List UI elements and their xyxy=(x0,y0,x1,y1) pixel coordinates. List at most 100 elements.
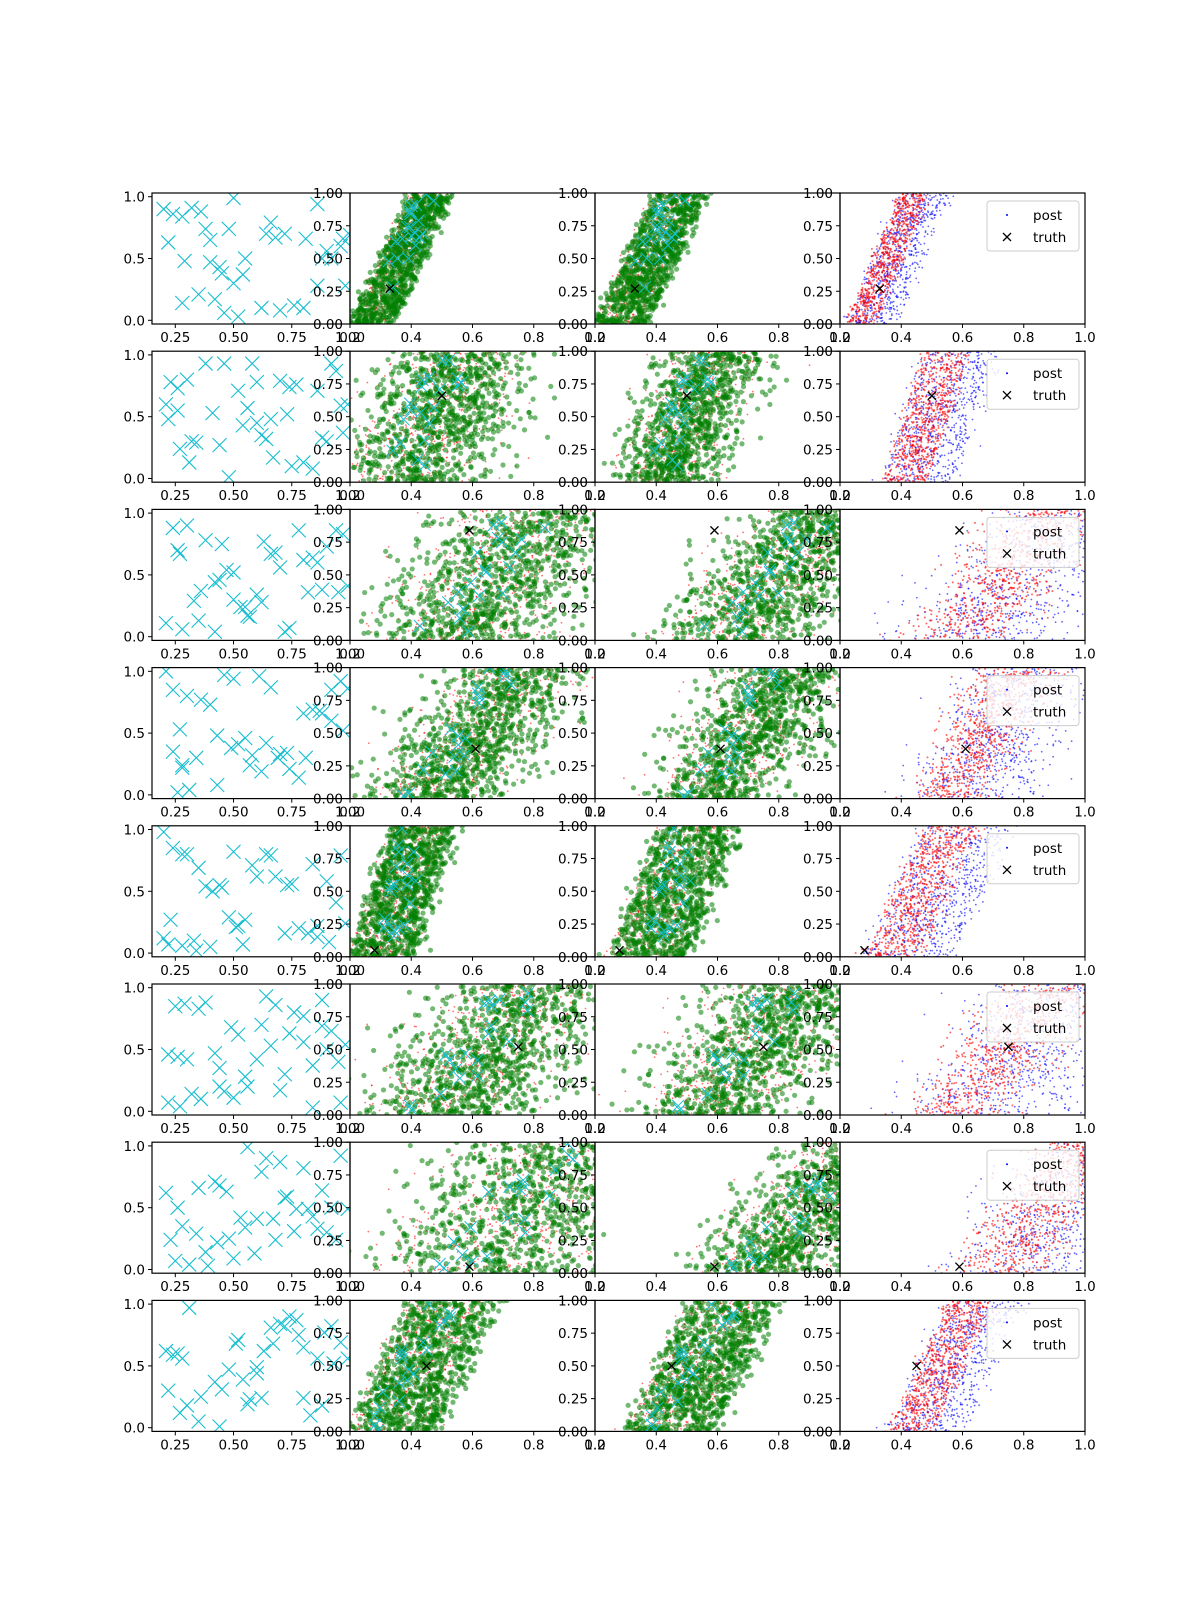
sample-a-point xyxy=(896,206,899,209)
sample-a-point xyxy=(887,262,890,265)
panel-r1-c3: 0.2 0.4 0.6 0.8 1.00.000.250.500.751.00 xyxy=(558,186,851,346)
sample-a-point xyxy=(905,212,908,215)
posterior-point xyxy=(924,202,927,205)
sample-a-point xyxy=(846,316,849,319)
observation-marker xyxy=(296,300,311,316)
sample-a-point xyxy=(871,295,874,298)
sample-a-point xyxy=(899,198,902,201)
sample-b-point xyxy=(685,249,691,255)
posterior-point xyxy=(905,276,908,279)
posterior-point xyxy=(904,257,907,260)
posterior-point xyxy=(935,205,937,208)
sample-a-point xyxy=(864,287,867,290)
posterior-point xyxy=(918,213,921,216)
observation-marker xyxy=(389,235,403,248)
posterior-point xyxy=(906,210,909,213)
sample-b-point xyxy=(420,199,426,205)
observation-marker xyxy=(263,411,279,427)
observation-marker xyxy=(254,300,269,316)
sample-b-point xyxy=(390,269,396,275)
posterior-point xyxy=(910,250,912,252)
x-tick-label: 1.0 xyxy=(584,330,605,346)
sample-b-point xyxy=(636,320,643,324)
sample-b-point xyxy=(395,297,401,304)
posterior-point xyxy=(908,276,911,278)
sample-a-point xyxy=(859,294,862,297)
posterior-point xyxy=(915,248,917,251)
sample-a-point xyxy=(910,195,913,198)
sample-a-point xyxy=(899,251,902,254)
posterior-point xyxy=(905,286,907,288)
posterior-point xyxy=(904,291,907,293)
sample-b-point xyxy=(652,273,658,279)
sample-b-point xyxy=(405,292,411,298)
sample-b-point xyxy=(598,303,604,310)
posterior-point xyxy=(889,301,892,303)
posterior-point xyxy=(908,296,910,299)
sample-a-point xyxy=(877,278,880,281)
sample-b-point xyxy=(381,276,388,282)
posterior-point xyxy=(934,214,937,216)
posterior-point xyxy=(939,209,941,212)
posterior-point xyxy=(888,280,891,282)
sample-b-point xyxy=(398,284,404,290)
posterior-point xyxy=(850,315,853,318)
sample-b-point xyxy=(695,193,702,198)
sample-a-point xyxy=(892,229,895,232)
sample-b-point xyxy=(646,315,652,321)
posterior-point xyxy=(900,269,903,272)
sample-a-point xyxy=(882,246,885,249)
sample-b-point xyxy=(640,255,646,261)
sample-a-point xyxy=(870,247,873,250)
posterior-point xyxy=(869,262,872,265)
sample-a-point xyxy=(616,273,619,276)
plot-area xyxy=(156,193,350,324)
sample-b-point xyxy=(628,321,634,324)
sample-b-point xyxy=(642,289,648,295)
y-tick-label: 1.00 xyxy=(313,186,343,202)
posterior-point xyxy=(903,287,906,289)
sample-b-point xyxy=(670,275,676,281)
sample-b-point xyxy=(389,274,395,280)
sample-a-point xyxy=(898,229,901,232)
sample-a-point xyxy=(894,226,897,229)
sample-a-point xyxy=(893,220,896,223)
sample-a-point xyxy=(911,206,914,209)
posterior-point xyxy=(890,306,893,309)
sample-b-point xyxy=(683,217,690,223)
sample-b-point xyxy=(658,193,665,199)
posterior-point xyxy=(877,249,880,252)
posterior-point xyxy=(915,237,918,240)
posterior-point xyxy=(888,299,890,302)
posterior-point xyxy=(855,312,858,315)
posterior-point xyxy=(879,317,882,319)
observation-marker xyxy=(221,221,237,237)
sample-b-point xyxy=(624,280,631,286)
sample-a-point xyxy=(872,267,875,270)
posterior-point xyxy=(895,247,898,250)
posterior-point xyxy=(896,305,898,308)
sample-a-point xyxy=(890,227,893,230)
sample-a-point xyxy=(462,369,465,372)
sample-a-point xyxy=(865,272,868,275)
sample-a-point xyxy=(881,238,884,241)
observation-marker xyxy=(277,226,293,242)
posterior-point xyxy=(905,271,908,273)
sample-b-point xyxy=(664,206,670,212)
posterior-point xyxy=(906,277,909,280)
posterior-point xyxy=(910,223,913,226)
posterior-point xyxy=(934,194,937,197)
sample-a-point xyxy=(912,232,915,235)
sample-a-point xyxy=(867,277,870,280)
sample-a-point xyxy=(607,313,610,316)
sample-a-point xyxy=(897,211,900,214)
sample-a-point xyxy=(892,242,895,245)
observation-marker xyxy=(309,278,325,294)
observation-marker xyxy=(386,280,400,294)
posterior-point xyxy=(922,226,924,228)
sample-a-point xyxy=(873,289,876,292)
sample-a-point xyxy=(903,222,906,225)
sample-a-point xyxy=(881,299,884,302)
sample-a-point xyxy=(611,275,614,277)
sample-a-point xyxy=(882,257,885,260)
